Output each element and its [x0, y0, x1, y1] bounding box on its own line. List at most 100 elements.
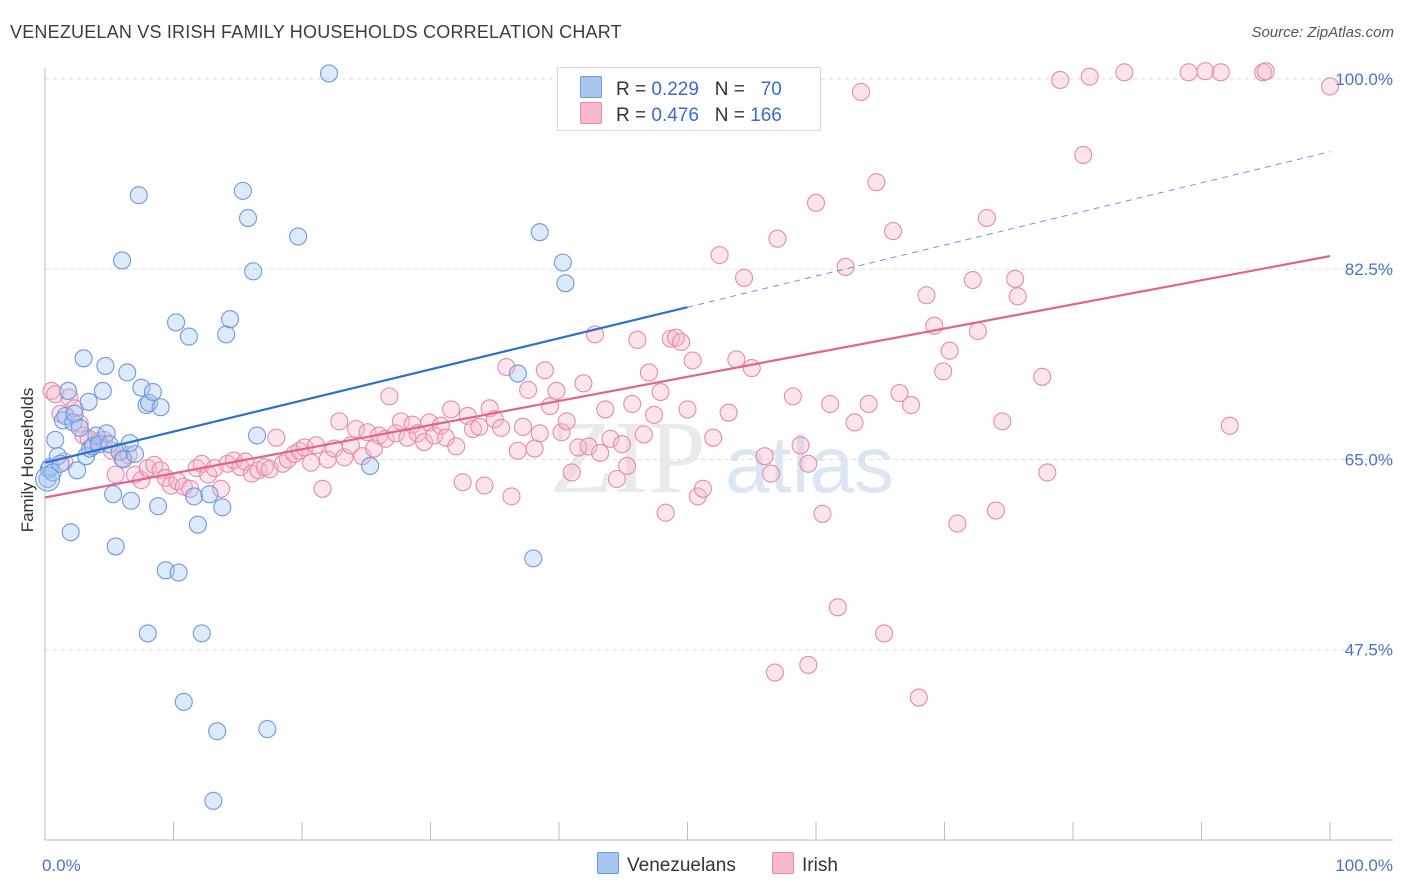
- legend-r-label: R =: [616, 105, 652, 126]
- data-point: [106, 537, 125, 556]
- data-point: [601, 429, 620, 448]
- data-point: [693, 479, 712, 498]
- data-point: [1256, 62, 1275, 81]
- data-point: [60, 388, 79, 407]
- data-point: [851, 82, 871, 101]
- venezuelans-legend-swatch: [597, 852, 619, 874]
- data-point: [61, 523, 80, 542]
- data-point: [813, 504, 832, 523]
- data-point: [875, 624, 894, 643]
- data-point: [755, 447, 774, 466]
- data-point: [821, 394, 840, 414]
- data-point: [783, 387, 802, 406]
- data-point: [828, 598, 847, 617]
- data-point: [917, 286, 936, 305]
- venezuelans-legend-label: Venezuelans: [627, 855, 736, 876]
- data-point: [208, 722, 227, 741]
- data-point: [623, 394, 642, 414]
- data-point: [596, 400, 615, 419]
- data-point: [231, 457, 250, 477]
- data-point: [188, 515, 207, 534]
- data-point: [765, 663, 784, 682]
- data-point: [143, 382, 162, 402]
- y-tick-labels: 47.5% 65.0% 82.5% 100.0%: [1335, 70, 1393, 660]
- data-point: [940, 341, 959, 360]
- data-point: [678, 400, 697, 419]
- data-point: [556, 274, 575, 293]
- data-point: [502, 487, 521, 506]
- data-point: [151, 398, 170, 417]
- data-point: [301, 453, 321, 472]
- stats-legend: R = 0.229 N = 70 R = 0.476 N = 166: [557, 67, 821, 131]
- data-point: [768, 229, 787, 248]
- data-point: [1196, 62, 1215, 81]
- data-point: [977, 209, 996, 228]
- data-point: [1038, 463, 1057, 482]
- data-point: [497, 357, 516, 377]
- data-point: [68, 461, 87, 480]
- data-point: [475, 476, 494, 495]
- bottom-legend-venezuelans: Venezuelans: [597, 852, 736, 877]
- irish-trend-line: [44, 255, 1331, 499]
- venezuelan-points: [35, 64, 575, 810]
- data-point: [169, 563, 188, 582]
- data-point: [791, 436, 810, 455]
- data-point: [963, 270, 982, 290]
- data-point: [656, 503, 675, 522]
- data-point: [313, 479, 332, 498]
- trend-lines: [44, 151, 1331, 499]
- data-point: [761, 464, 781, 483]
- data-point: [319, 64, 339, 83]
- legend-n-label: N =: [714, 105, 751, 126]
- data-point: [806, 193, 826, 212]
- data-point: [553, 253, 572, 272]
- y-tick-label: 82.5%: [1345, 260, 1393, 279]
- data-point: [704, 428, 723, 447]
- data-point: [233, 181, 252, 200]
- venezuelan-trend-extension: [687, 151, 1331, 308]
- data-point: [719, 403, 738, 422]
- data-point: [453, 473, 472, 492]
- data-point: [46, 430, 65, 449]
- irish-points: [42, 62, 1340, 707]
- data-point: [867, 173, 886, 192]
- data-point: [1033, 367, 1052, 386]
- data-point: [547, 381, 566, 400]
- irish-legend-label: Irish: [802, 855, 838, 876]
- data-point: [579, 437, 598, 456]
- data-point: [1008, 287, 1027, 306]
- bottom-legend-irish: Irish: [772, 852, 838, 877]
- data-point: [220, 310, 240, 329]
- data-point: [993, 412, 1012, 431]
- data-point: [530, 424, 549, 443]
- data-point: [1220, 416, 1239, 435]
- data-point: [380, 387, 399, 406]
- y-tick-label: 65.0%: [1345, 450, 1393, 469]
- data-point: [618, 456, 637, 476]
- data-point: [934, 362, 953, 381]
- y-tick-label: 100.0%: [1335, 70, 1393, 89]
- data-point: [799, 655, 818, 674]
- venezuelans-swatch: [580, 76, 602, 98]
- data-point: [727, 350, 746, 369]
- data-point: [859, 394, 878, 414]
- data-point: [330, 412, 349, 431]
- data-point: [125, 444, 144, 464]
- data-point: [96, 356, 115, 375]
- data-point: [149, 497, 168, 516]
- data-point: [132, 378, 151, 397]
- data-point: [1211, 63, 1230, 82]
- data-point: [612, 435, 632, 454]
- data-point: [836, 257, 855, 277]
- data-point: [540, 397, 560, 416]
- data-point: [524, 549, 543, 568]
- data-point: [742, 359, 761, 378]
- data-point: [192, 624, 211, 643]
- data-point: [74, 349, 93, 368]
- data-point: [204, 791, 223, 810]
- data-point: [645, 405, 664, 424]
- data-point: [607, 469, 626, 489]
- data-point: [79, 392, 98, 411]
- data-point: [986, 501, 1005, 520]
- data-point: [217, 325, 236, 344]
